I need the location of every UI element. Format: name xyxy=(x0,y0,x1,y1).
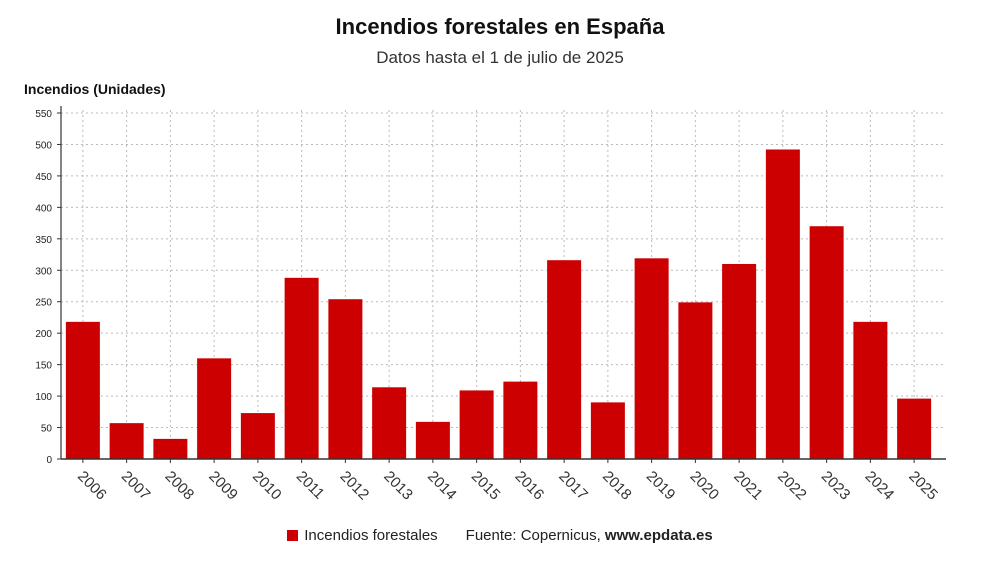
y-tick-label: 450 xyxy=(35,172,52,183)
x-tick-label: 2012 xyxy=(337,468,373,504)
x-tick-label: 2021 xyxy=(730,468,766,504)
bar-2006 xyxy=(65,321,100,459)
x-tick-label: 2007 xyxy=(118,468,154,504)
x-tick-label: 2008 xyxy=(162,468,198,504)
y-axis-label: Incendios (Unidades) xyxy=(24,81,166,97)
bar-2017 xyxy=(547,260,582,459)
x-tick-label: 2024 xyxy=(862,468,898,504)
bar-2014 xyxy=(415,421,450,459)
x-tick-label: 2023 xyxy=(818,468,854,504)
bars xyxy=(65,149,932,459)
bar-2023 xyxy=(809,226,844,459)
bar-2009 xyxy=(197,358,232,459)
bar-2008 xyxy=(153,438,188,459)
y-tick-label: 0 xyxy=(46,455,52,466)
y-tick-label: 400 xyxy=(35,203,52,214)
source-link[interactable]: www.epdata.es xyxy=(604,527,713,544)
x-tick-label: 2011 xyxy=(293,468,328,503)
x-tick-labels: 2006 2007 2008 2009 2010 2011 2012 2013 2014 2015… xyxy=(74,468,941,504)
x-tick-label: 2006 xyxy=(74,468,110,504)
chart-title: Incendios forestales en España xyxy=(335,14,665,39)
legend-swatch xyxy=(287,530,299,541)
y-tick-label: 200 xyxy=(35,329,52,340)
bar-2010 xyxy=(240,413,275,459)
legend: Incendios forestales Fuente: Copernicus, … xyxy=(0,527,1000,544)
bar-2022 xyxy=(765,149,800,459)
bar-2013 xyxy=(372,387,407,459)
legend-label: Incendios forestales xyxy=(304,527,438,544)
y-tick-label: 550 xyxy=(35,109,52,120)
bar-2015 xyxy=(459,390,494,459)
bar-2018 xyxy=(590,402,625,459)
x-tick-label: 2010 xyxy=(249,468,285,504)
x-tick-label: 2025 xyxy=(905,468,941,504)
y-tick-label: 300 xyxy=(35,266,52,277)
bar-2024 xyxy=(853,321,888,459)
y-tick-label: 150 xyxy=(35,361,52,372)
bar-2019 xyxy=(634,258,669,459)
y-tick-label: 350 xyxy=(35,235,52,246)
x-tick-label: 2009 xyxy=(205,468,241,504)
y-tick-label: 500 xyxy=(35,140,52,151)
x-tick-label: 2015 xyxy=(468,468,504,504)
y-tick-label: 100 xyxy=(35,392,52,403)
source-prefix: Fuente: Copernicus, xyxy=(465,527,605,544)
x-tick-label: 2018 xyxy=(599,468,635,504)
bar-2011 xyxy=(284,277,319,459)
bar-2020 xyxy=(678,302,713,459)
chart-subtitle: Datos hasta el 1 de julio de 2025 xyxy=(376,48,624,67)
y-tick-label: 50 xyxy=(41,424,53,435)
bar-2007 xyxy=(109,423,144,459)
bar-2016 xyxy=(503,381,538,459)
bar-2012 xyxy=(328,299,363,459)
x-tick-label: 2019 xyxy=(643,468,679,504)
x-tick-label: 2022 xyxy=(774,468,810,504)
x-tick-label: 2017 xyxy=(555,468,591,504)
x-tick-label: 2013 xyxy=(380,468,416,504)
x-tick-label: 2014 xyxy=(424,468,460,504)
bar-2025 xyxy=(897,398,932,459)
y-tick-label: 250 xyxy=(35,298,52,309)
x-tick-label: 2020 xyxy=(687,468,723,504)
x-tick-label: 2016 xyxy=(512,468,548,504)
bar-2021 xyxy=(722,263,757,459)
y-tick-labels: 0 50 100 150 200 250 300 350 400 450 500 550 xyxy=(35,109,52,466)
axes xyxy=(57,106,946,463)
